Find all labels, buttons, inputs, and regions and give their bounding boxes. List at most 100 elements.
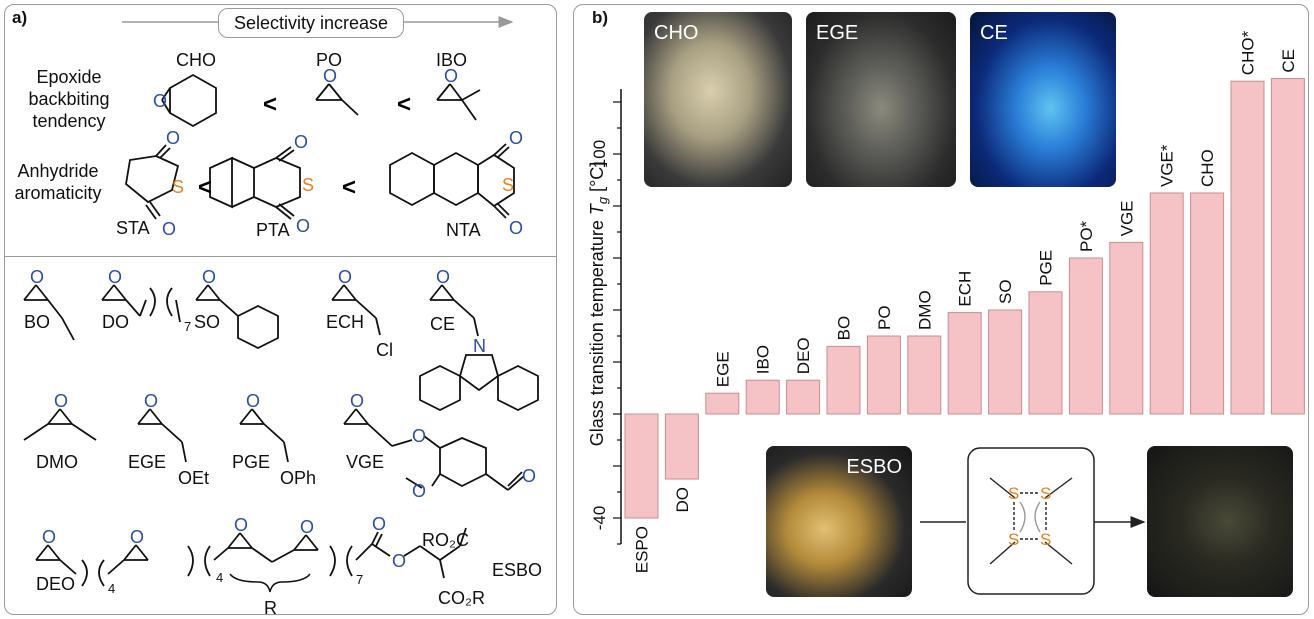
svg-text:O: O bbox=[323, 66, 337, 86]
svg-text:OPh: OPh bbox=[280, 468, 316, 488]
photo-cho: CHO bbox=[644, 12, 792, 187]
category-label: EGE bbox=[713, 351, 732, 387]
svg-text:S: S bbox=[502, 175, 514, 195]
chart-axis: -40 100 bbox=[590, 89, 622, 545]
svg-text:<: < bbox=[263, 91, 277, 118]
svg-text:PO: PO bbox=[316, 50, 342, 70]
bar-ibo bbox=[745, 379, 780, 415]
oxygen-atoms: O O O O O O O O O O O O O O O O O O O O … bbox=[30, 66, 536, 571]
svg-text:CE: CE bbox=[430, 314, 455, 334]
svg-text:DMO: DMO bbox=[36, 452, 78, 472]
category-label: VGE bbox=[1117, 200, 1136, 236]
vge-structure bbox=[343, 408, 525, 491]
svg-text:ESBO: ESBO bbox=[492, 560, 542, 580]
schematic-box bbox=[967, 447, 1095, 595]
category-label: CE bbox=[1279, 49, 1298, 73]
bar-vge-star bbox=[1149, 192, 1184, 415]
svg-text:S: S bbox=[1040, 484, 1051, 503]
svg-text:O: O bbox=[202, 267, 216, 287]
bar-do bbox=[664, 413, 699, 480]
ech-structure bbox=[331, 284, 381, 336]
svg-text:RO₂C: RO₂C bbox=[422, 530, 469, 550]
svg-text:PGE: PGE bbox=[232, 452, 270, 472]
svg-text:BO: BO bbox=[24, 312, 50, 332]
bar-espo bbox=[624, 413, 659, 519]
svg-text:OEt: OEt bbox=[178, 468, 209, 488]
bar-ege bbox=[705, 392, 740, 415]
crosslink-schematic: S S S S bbox=[920, 447, 1146, 595]
svg-text:<: < bbox=[342, 174, 356, 201]
svg-text:O: O bbox=[54, 391, 68, 411]
sta-structure bbox=[125, 144, 180, 220]
svg-text:O: O bbox=[234, 515, 248, 535]
bar-vge bbox=[1109, 241, 1144, 415]
schematic-sulfur: S S S S bbox=[1008, 484, 1051, 549]
ibo-structure bbox=[436, 83, 481, 121]
svg-text:O: O bbox=[30, 267, 44, 287]
svg-text:ECH: ECH bbox=[326, 312, 364, 332]
chart-category-labels: ESPO DO EGE IBO DEO BO PO DMO ECH SO PGE PO* VGE VGE*… bbox=[633, 30, 1298, 573]
svg-text:4: 4 bbox=[108, 581, 115, 596]
bar-po-star bbox=[1068, 257, 1103, 415]
svg-text:O: O bbox=[412, 481, 426, 501]
photo-crosslinked bbox=[1147, 446, 1293, 597]
svg-text:DEO: DEO bbox=[36, 574, 75, 594]
svg-text:O: O bbox=[144, 391, 158, 411]
svg-text:O: O bbox=[166, 128, 180, 148]
svg-text:O: O bbox=[296, 216, 310, 236]
svg-text:IBO: IBO bbox=[436, 50, 467, 70]
panel-b-label: b) bbox=[592, 8, 609, 27]
photo-esbo: ESBO bbox=[766, 446, 912, 597]
panel-a-label: a) bbox=[12, 8, 28, 27]
category-label: DMO bbox=[915, 290, 934, 330]
category-label: DEO bbox=[794, 337, 813, 374]
so-structure bbox=[195, 284, 279, 350]
bar-po bbox=[866, 335, 901, 415]
category-label: BO bbox=[835, 316, 854, 341]
svg-text:O: O bbox=[338, 267, 352, 287]
svg-text:O: O bbox=[392, 551, 406, 571]
structure-labels: CHO PO IBO STA PTA NTA BO DO 7 SO ECH Cl… bbox=[24, 50, 542, 618]
backbiting-label: Epoxide backbiting tendency bbox=[28, 67, 110, 131]
svg-text:STA: STA bbox=[116, 218, 150, 238]
bar-cho bbox=[1190, 192, 1225, 415]
y-axis-label: Glass transition temperature Tg [°C] bbox=[587, 162, 610, 447]
svg-text:S: S bbox=[302, 175, 314, 195]
svg-text:SO: SO bbox=[194, 312, 220, 332]
svg-text:O: O bbox=[372, 514, 386, 534]
selectivity-label: Selectivity increase bbox=[218, 8, 404, 38]
svg-text:4: 4 bbox=[216, 570, 223, 585]
bar-ech bbox=[947, 312, 982, 415]
svg-text:O: O bbox=[509, 128, 523, 148]
pta-structure bbox=[209, 146, 301, 220]
svg-text:S: S bbox=[1008, 530, 1019, 549]
category-label: SO bbox=[996, 279, 1015, 304]
svg-text:O: O bbox=[412, 426, 426, 446]
svg-text:O: O bbox=[436, 267, 450, 287]
po-structure bbox=[315, 83, 359, 116]
svg-text:NTA: NTA bbox=[446, 220, 481, 240]
cho-structure bbox=[161, 73, 217, 128]
svg-text:7: 7 bbox=[356, 572, 363, 587]
category-label: PO* bbox=[1077, 220, 1096, 252]
svg-text:VGE: VGE bbox=[346, 452, 384, 472]
svg-text:O: O bbox=[246, 391, 260, 411]
svg-text:O: O bbox=[130, 527, 144, 547]
category-label: CHO bbox=[1198, 149, 1217, 187]
less-than-signs: < < < < bbox=[198, 91, 411, 201]
svg-text:O: O bbox=[300, 517, 314, 537]
svg-text:<: < bbox=[198, 174, 212, 201]
y-tick-label: -40 bbox=[590, 506, 609, 531]
bar-deo bbox=[786, 379, 821, 415]
bar-bo bbox=[826, 345, 861, 415]
svg-text:7: 7 bbox=[184, 319, 191, 334]
nta-structure bbox=[389, 143, 515, 219]
category-label: ECH bbox=[956, 271, 975, 307]
bar-pge bbox=[1028, 291, 1063, 415]
panel-a-divider bbox=[4, 256, 557, 257]
svg-text:O: O bbox=[350, 391, 364, 411]
chart-bars bbox=[624, 78, 1305, 519]
svg-text:CHO: CHO bbox=[176, 50, 216, 70]
category-label: PGE bbox=[1037, 250, 1056, 286]
svg-text:DO: DO bbox=[102, 312, 129, 332]
